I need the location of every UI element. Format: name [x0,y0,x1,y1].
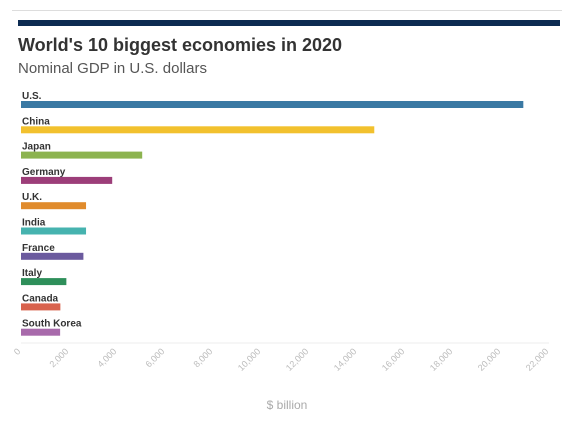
category-label: Canada [22,293,59,304]
bar [21,227,87,235]
bar [21,202,87,210]
bar [21,328,61,336]
x-axis-title: $ billion [267,398,308,412]
x-tick-label: 18,000 [428,346,455,373]
x-tick-label: 16,000 [380,346,407,373]
bar [21,151,143,159]
top-divider [12,10,562,11]
category-label: France [22,243,55,254]
x-tick-label: 10,000 [236,346,263,373]
bar [21,176,113,184]
category-label: South Korea [22,319,82,330]
x-tick-label: 14,000 [332,346,359,373]
x-tick-label: 22,000 [524,346,551,373]
accent-bar [18,20,560,26]
x-tick-label: 12,000 [284,346,311,373]
category-label: Germany [22,167,66,178]
category-label: China [22,116,50,127]
x-tick-label: 20,000 [476,346,503,373]
x-tick-label: 6,000 [143,346,166,369]
bar [21,126,375,134]
category-label: Japan [22,142,51,153]
x-tick-label: 2,000 [47,346,70,369]
chart-subtitle: Nominal GDP in U.S. dollars [18,60,207,77]
x-tick-label: 4,000 [95,346,118,369]
chart-title: World's 10 biggest economies in 2020 [18,35,343,55]
bar [21,252,84,260]
category-label: U.S. [22,91,42,102]
x-tick-label: 8,000 [191,346,214,369]
x-tick-label: 0 [12,346,23,357]
bar [21,303,61,311]
bar [21,101,524,108]
category-label: Italy [22,268,42,279]
category-label: India [22,218,46,229]
bar [21,278,67,286]
category-label: U.K. [22,192,42,203]
